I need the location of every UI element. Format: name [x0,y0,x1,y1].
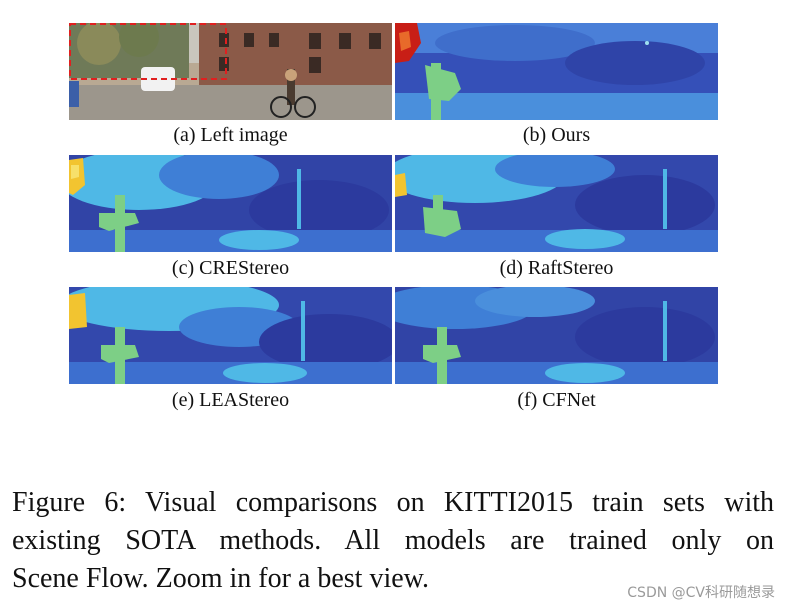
panel-caption-raftstereo: (d) RaftStereo [499,257,614,279]
panel-caption-cfnet: (f) CFNet [517,389,596,411]
crestereo-disparity-panel [69,155,392,252]
raftstereo-disparity-panel [395,155,718,252]
left-image-panel [69,23,392,120]
figure-caption-line-2: existing SOTA methods. All models are tr… [12,525,774,556]
figure-caption-line-1: Figure 6: Visual comparisons on KITTI201… [12,487,774,518]
figure-caption-line-3: Scene Flow. Zoom in for a best view. [12,563,430,594]
panel-caption-leastereo: (e) LEAStereo [171,389,290,411]
cfnet-disparity-panel [395,287,718,384]
panel-caption-ours: (b) Ours [522,124,591,146]
panel-caption-crestereo: (c) CREStereo [171,257,290,279]
csdn-watermark: CSDN @CV科研随想录 [627,585,775,601]
figure-caption: Figure 6: Visual comparisons on KITTI201… [12,484,774,598]
panel-caption-left-image: (a) Left image [173,124,288,146]
ours-disparity-panel [395,23,718,120]
leastereo-disparity-panel [69,287,392,384]
